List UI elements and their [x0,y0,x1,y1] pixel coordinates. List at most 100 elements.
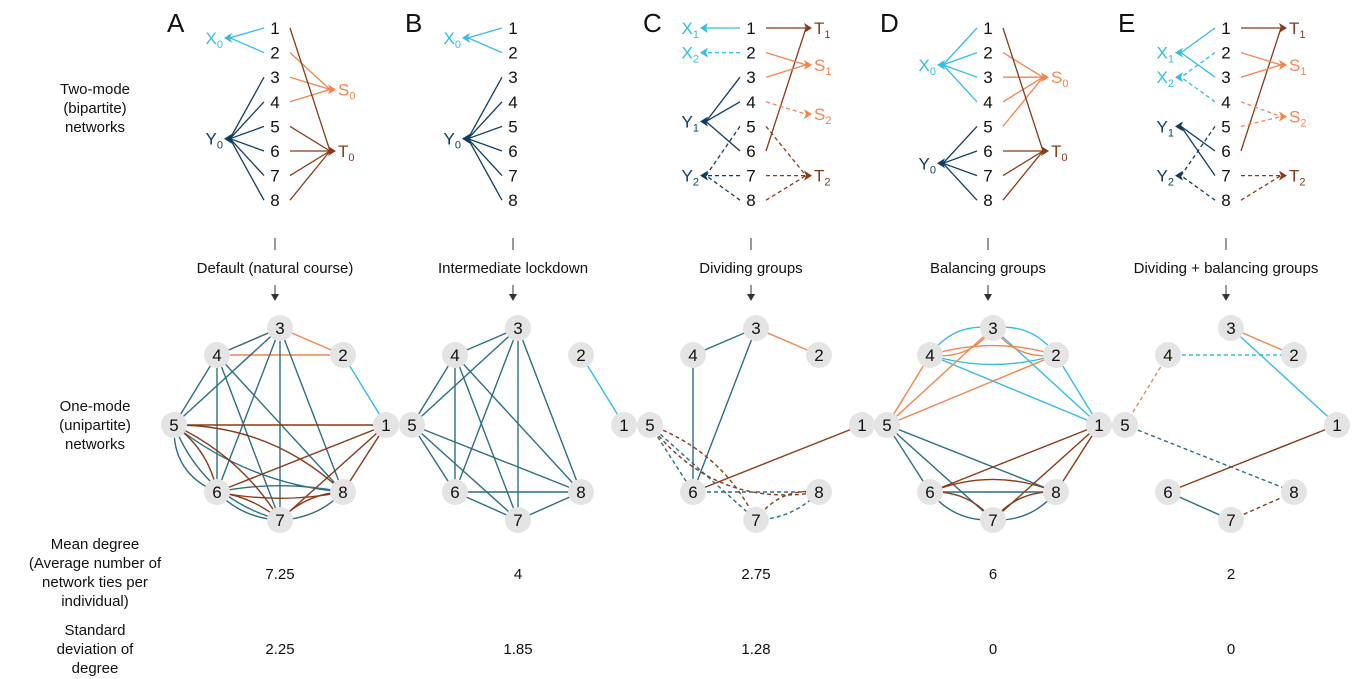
node-label: 3 [751,319,760,338]
member-label: 8 [1221,191,1230,210]
group-label: Y2 [682,167,699,189]
group-arrowhead [804,109,812,120]
group-arrowhead [1175,72,1183,83]
membership-edge [942,125,978,164]
membership-edge [289,76,331,91]
row-label-line: degree [71,660,119,677]
member-label: 1 [746,19,755,38]
membership-edge [942,162,978,177]
member-label: 2 [508,44,517,63]
group-arrowhead [1279,59,1287,70]
group-label: T1 [1289,19,1306,41]
tie-edge [411,354,456,426]
tie-edge [929,354,1057,366]
individual-node [611,412,637,438]
node-label: 8 [1051,483,1060,502]
membership-edge [289,88,331,103]
member-label: 6 [1221,142,1230,161]
membership-edge [765,64,807,78]
member-label: 3 [983,68,992,87]
group-label: Y2 [1157,167,1174,189]
membership-edge [1002,76,1044,127]
member-label: 1 [270,19,279,38]
individual-node [568,342,594,368]
membership-edge [1002,27,1044,152]
individual-node [442,479,468,505]
group-arrowhead [1041,146,1049,156]
individual-node [980,507,1006,533]
member-label: 5 [746,117,755,136]
member-label: 6 [508,142,517,161]
connector-arrowhead [271,294,279,301]
tie-edge [649,424,694,493]
group-subscript: 0 [455,140,461,152]
group-subscript: 1 [1300,66,1306,78]
membership-edge [942,162,978,201]
group-label: X0 [919,56,936,78]
group-subscript: 0 [930,66,936,78]
tie-edge [929,478,1057,493]
individual-node [1086,412,1112,438]
connector-arrowhead [747,294,755,301]
membership-edge [467,138,503,152]
group-label: T2 [814,167,831,189]
group-subscript: 1 [693,122,699,134]
mean-degree-value: 4 [513,566,523,583]
member-label: 1 [508,19,517,38]
group-subscript: 2 [1300,118,1306,130]
member-label: 2 [983,44,992,63]
member-label: 3 [270,68,279,87]
group-label: X0 [206,29,223,51]
node-label: 6 [212,483,221,502]
tie-edge [342,354,387,426]
group-arrowhead [1175,121,1183,132]
row-label-line: Standard [64,622,126,639]
member-label: 8 [746,191,755,210]
node-label: 3 [275,319,284,338]
group-subscript: 1 [1299,29,1305,41]
individual-node [204,342,230,368]
individual-node [267,315,293,341]
connector-arrowhead [984,294,992,301]
individual-node [680,479,706,505]
panel-c: 1 2 3 4 5 6 7 8 X1 X2 Y1 Y2 T1 S1 S2 T2 1 2 3 4 5 6 7 8 [637,19,875,533]
membership-edge [289,125,331,152]
tie-edge [1124,424,1295,493]
individual-node [161,412,187,438]
membership-edge [1180,76,1216,103]
membership-edge [229,27,265,39]
tie-edge [1055,424,1100,493]
member-label: 6 [983,142,992,161]
tie-edge [649,424,757,521]
individual-node [373,412,399,438]
tie-edge [992,327,1100,426]
member-label: 4 [508,93,517,112]
tie-edge [886,424,1057,493]
member-label: 1 [983,19,992,38]
row-label-line: network ties per [42,574,148,591]
panel-b: 1 2 3 4 5 6 7 8 X0 Y0 1 2 3 4 5 6 7 8 [399,19,637,533]
group-label: S1 [1289,56,1306,78]
individual-node [1155,479,1181,505]
group-label: X2 [682,44,699,66]
group-arrowhead [700,23,708,33]
tie-edge [173,354,218,426]
scenario-label: Dividing groups [699,260,803,277]
row-label-line: (bipartite) [63,100,127,117]
member-label: 2 [1221,44,1230,63]
panel-letter: D [880,8,899,38]
membership-edge [289,52,331,90]
node-label: 8 [338,483,347,502]
member-label: 7 [270,167,279,186]
member-label: 5 [270,117,279,136]
panel-a: 1 2 3 4 5 6 7 8 X0 Y0 S0 T0 1 2 3 4 5 6 7 8 [161,19,399,533]
sd-degree-row-label: Standard deviation of degree [0,621,190,678]
membership-edge [1240,51,1282,66]
membership-edge [467,27,503,39]
one-mode-row-label: One-mode (unipartite) networks [0,397,190,454]
group-arrowhead [804,59,812,70]
member-label: 7 [1221,167,1230,186]
connector-arrowhead [509,294,517,301]
individual-node [1324,412,1350,438]
node-label: 6 [925,483,934,502]
